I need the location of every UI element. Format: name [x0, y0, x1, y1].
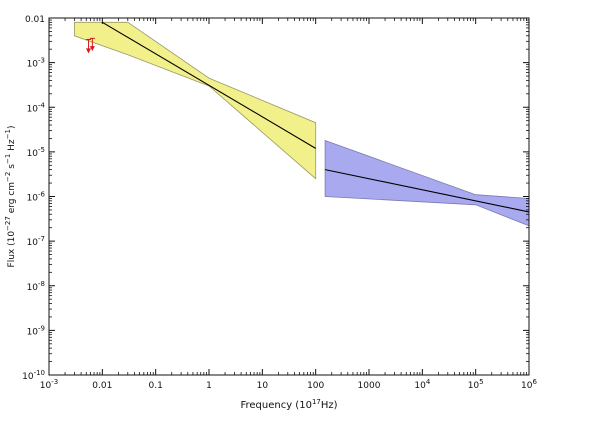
x-tick-label-8: 104 — [414, 378, 430, 391]
axes-layer: 10-3 0.01 0.1 1 10 100 1000 104 105 1060.0110-310… — [22, 15, 537, 391]
y-tick-label-7: 10-8 — [27, 280, 45, 293]
upper-limit-2 — [89, 37, 95, 52]
x-tick-label-3: 0.1 — [149, 381, 163, 391]
x-tick-label-1: 10-3 — [40, 378, 58, 391]
x-tick-label-10: 106 — [521, 378, 537, 391]
upper-limit-1 — [85, 38, 91, 54]
plot-layer — [74, 21, 530, 227]
x-tick-label-5: 10 — [257, 381, 269, 391]
y-axis-label: Flux (10−27 erg cm−2 s−1 Hz−1) — [4, 126, 17, 268]
series-1-uncertainty-band — [74, 21, 317, 180]
x-tick-label-9: 105 — [468, 378, 484, 391]
y-tick-label-2: 10-3 — [27, 57, 45, 70]
x-tick-label-4: 1 — [206, 381, 212, 391]
series-2-fit-line — [324, 169, 530, 213]
series-1-fit-line — [102, 21, 316, 149]
y-tick-label-8: 10-9 — [27, 324, 45, 337]
x-tick-label-2: 0.01 — [92, 381, 112, 391]
x-axis-label: Frequency (1017Hz) — [240, 398, 337, 411]
y-tick-label-4: 10-5 — [27, 146, 45, 159]
y-tick-label-5: 10-6 — [27, 191, 46, 204]
y-tick-label-9: 10-10 — [22, 369, 45, 382]
y-tick-label-3: 10-4 — [27, 101, 46, 114]
series-2-uncertainty-band — [324, 139, 530, 227]
y-tick-label-6: 10-7 — [27, 235, 45, 248]
y-tick-label-1: 0.01 — [25, 15, 45, 25]
x-tick-label-6: 100 — [307, 381, 324, 391]
x-tick-label-7: 1000 — [358, 381, 381, 391]
